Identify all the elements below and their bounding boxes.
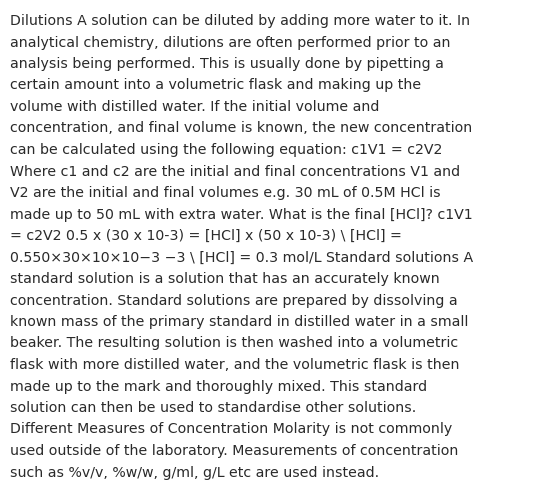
Text: beaker. The resulting solution is then washed into a volumetric: beaker. The resulting solution is then w… xyxy=(10,336,458,350)
Text: standard solution is a solution that has an accurately known: standard solution is a solution that has… xyxy=(10,272,440,286)
Text: analytical chemistry, dilutions are often performed prior to an: analytical chemistry, dilutions are ofte… xyxy=(10,36,450,50)
Text: concentration, and final volume is known, the new concentration: concentration, and final volume is known… xyxy=(10,122,472,136)
Text: concentration. Standard solutions are prepared by dissolving a: concentration. Standard solutions are pr… xyxy=(10,294,458,308)
Text: certain amount into a volumetric flask and making up the: certain amount into a volumetric flask a… xyxy=(10,78,421,92)
Text: 0.550×30×10×10−3 −3 \ [HCl] = 0.3 mol/L Standard solutions A: 0.550×30×10×10−3 −3 \ [HCl] = 0.3 mol/L … xyxy=(10,250,473,264)
Text: can be calculated using the following equation: c1V1 = c2V2: can be calculated using the following eq… xyxy=(10,143,443,157)
Text: such as %v/v, %w/w, g/ml, g/L etc are used instead.: such as %v/v, %w/w, g/ml, g/L etc are us… xyxy=(10,466,379,479)
Text: analysis being performed. This is usually done by pipetting a: analysis being performed. This is usuall… xyxy=(10,57,444,71)
Text: known mass of the primary standard in distilled water in a small: known mass of the primary standard in di… xyxy=(10,315,468,329)
Text: V2 are the initial and final volumes e.g. 30 mL of 0.5M HCl is: V2 are the initial and final volumes e.g… xyxy=(10,186,441,200)
Text: used outside of the laboratory. Measurements of concentration: used outside of the laboratory. Measurem… xyxy=(10,444,458,458)
Text: Where c1 and c2 are the initial and final concentrations V1 and: Where c1 and c2 are the initial and fina… xyxy=(10,164,460,178)
Text: made up to 50 mL with extra water. What is the final [HCl]? c1V1: made up to 50 mL with extra water. What … xyxy=(10,208,473,222)
Text: solution can then be used to standardise other solutions.: solution can then be used to standardise… xyxy=(10,401,416,415)
Text: made up to the mark and thoroughly mixed. This standard: made up to the mark and thoroughly mixed… xyxy=(10,380,427,394)
Text: = c2V2 0.5 x (30 x 10-3) = [HCl] x (50 x 10-3) \ [HCl] =: = c2V2 0.5 x (30 x 10-3) = [HCl] x (50 x… xyxy=(10,229,402,243)
Text: Different Measures of Concentration Molarity is not commonly: Different Measures of Concentration Mola… xyxy=(10,422,452,436)
Text: Dilutions A solution can be diluted by adding more water to it. In: Dilutions A solution can be diluted by a… xyxy=(10,14,470,28)
Text: flask with more distilled water, and the volumetric flask is then: flask with more distilled water, and the… xyxy=(10,358,459,372)
Text: volume with distilled water. If the initial volume and: volume with distilled water. If the init… xyxy=(10,100,379,114)
